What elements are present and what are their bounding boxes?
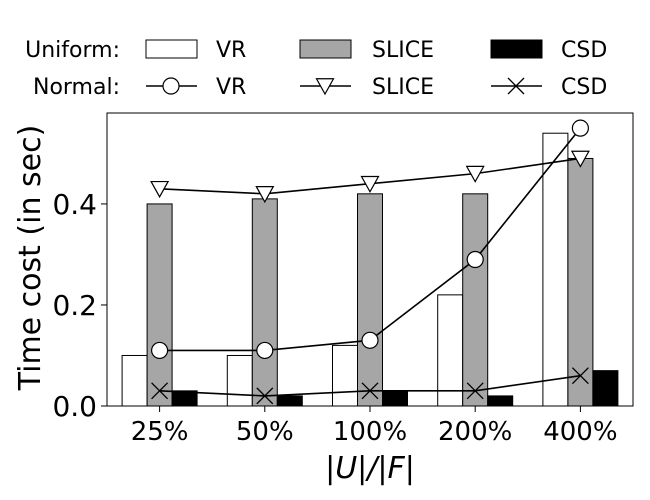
legend-marker-csd: [507, 77, 525, 95]
point-csd-0: [151, 382, 169, 400]
bar-vr-3: [437, 294, 464, 407]
point-csd-4-stroke-b: [571, 367, 589, 385]
point-vr-0: [151, 341, 169, 360]
legend-swatch-bar-vr: [145, 39, 198, 59]
point-slice-0: [150, 180, 170, 199]
x-tick-label-3: 200%: [438, 417, 512, 447]
bars: [121, 132, 619, 407]
point-csd-2-stroke-b: [361, 382, 379, 400]
point-slice-3: [465, 165, 485, 183]
y-tick-label-2: 0.4: [52, 188, 97, 221]
bar-slice-0: [146, 203, 173, 407]
point-vr-1: [256, 341, 274, 360]
bar-slice-3: [462, 193, 489, 407]
bar-vr-0: [121, 354, 148, 407]
bar-csd-2: [382, 390, 408, 407]
legend-entry-lines-csd: CSD: [561, 75, 607, 100]
y-tick-label-1: 0.2: [52, 289, 97, 322]
legend-marker-vr: [162, 77, 180, 95]
legend-group-label-1: Normal:: [33, 75, 120, 100]
y-tick-label-0: 0.0: [52, 390, 97, 423]
point-csd-3-stroke-b: [466, 382, 484, 400]
legend-marker-slice: [315, 78, 335, 96]
point-vr-2: [361, 331, 379, 349]
bar-slice-4: [567, 157, 594, 407]
bar-vr-1: [226, 354, 253, 407]
legend: Uniform: VR SLICE CSD Normal: VR SLICE CSD: [25, 38, 607, 100]
bar-csd-3: [487, 395, 514, 407]
legend-entry-bars-slice: SLICE: [372, 38, 434, 63]
legend-marker-csd-stroke-b: [507, 77, 525, 95]
x-axis: 25% 50% 100% 200% 400%: [131, 406, 618, 447]
x-tick-label-1: 50%: [236, 417, 294, 447]
point-vr-4: [571, 119, 590, 137]
y-axis: 0.0 0.2 0.4: [52, 188, 107, 423]
point-vr-3: [466, 250, 484, 269]
legend-group-label-0: Uniform:: [25, 38, 120, 63]
point-csd-0-stroke-b: [151, 382, 169, 400]
legend-swatch-bar-csd: [490, 39, 543, 59]
bar-vr-4: [542, 132, 569, 407]
point-csd-4: [571, 367, 589, 385]
lines: [150, 119, 590, 405]
point-slice-2: [360, 175, 380, 194]
legend-entry-bars-vr: VR: [216, 38, 246, 63]
x-axis-label: |U|/|F|: [325, 451, 415, 486]
x-tick-label-4: 400%: [543, 417, 617, 447]
x-tick-label-0: 25%: [131, 417, 189, 447]
bar-slice-1: [251, 198, 278, 407]
y-axis-label: Time cost (in sec): [13, 125, 48, 392]
legend-swatch-bar-slice: [299, 39, 352, 59]
legend-entry-bars-csd: CSD: [561, 38, 607, 63]
point-csd-3: [466, 382, 484, 400]
legend-entry-lines-vr: VR: [216, 75, 246, 100]
bar-slice-2: [357, 193, 383, 407]
point-csd-1-stroke-b: [256, 387, 274, 405]
point-csd-2: [361, 382, 379, 400]
bar-vr-2: [332, 344, 358, 407]
bar-csd-4: [592, 370, 619, 407]
legend-entry-lines-slice: SLICE: [372, 75, 434, 100]
point-csd-1: [256, 387, 274, 405]
point-slice-1: [255, 186, 275, 204]
x-tick-label-2: 100%: [333, 417, 407, 447]
point-slice-4: [570, 150, 590, 168]
bar-csd-1: [276, 395, 303, 407]
